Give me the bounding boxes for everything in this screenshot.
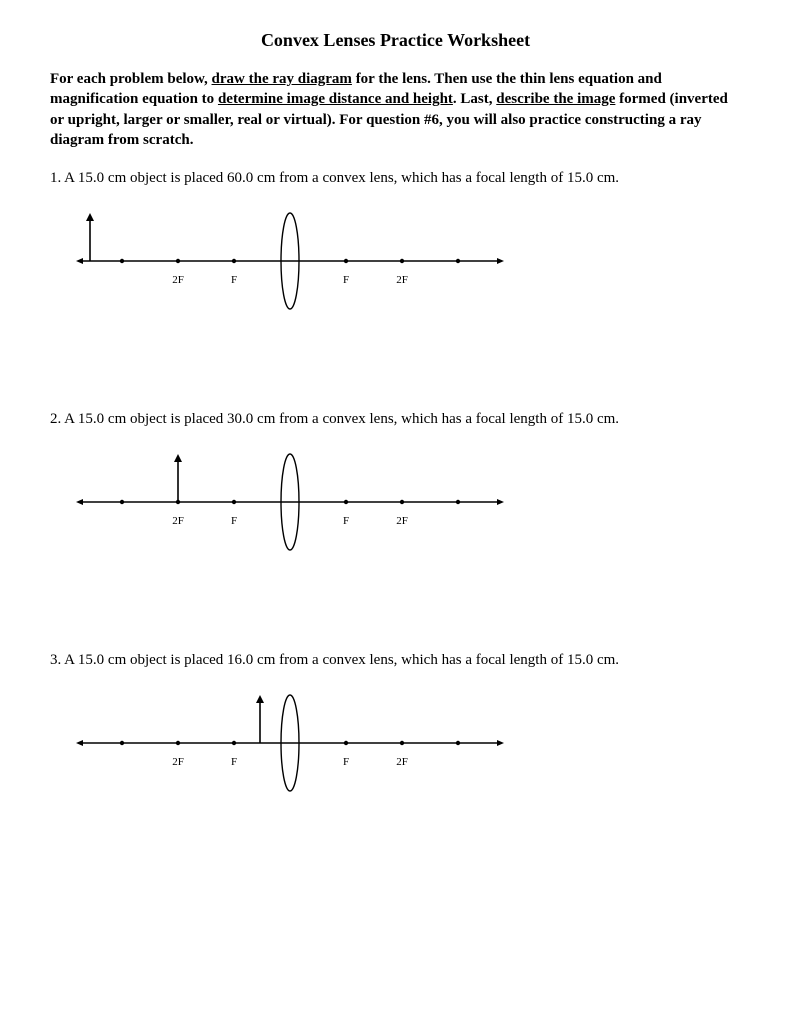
svg-text:F: F [231, 756, 237, 768]
svg-text:F: F [343, 274, 349, 286]
instr-text: . Last, [453, 91, 496, 107]
svg-text:2F: 2F [172, 756, 184, 768]
instr-text: For each problem below, [50, 71, 212, 87]
ray-diagram: 2F F F 2F [60, 683, 741, 803]
svg-text:F: F [343, 756, 349, 768]
instructions: For each problem below, draw the ray dia… [50, 69, 741, 150]
instr-underline-1: draw the ray diagram [212, 71, 352, 87]
lens-diagram-svg: 2F F F 2F [60, 683, 510, 803]
instr-underline-2: determine image distance and height [218, 91, 453, 107]
problem-text: 2. A 15.0 cm object is placed 30.0 cm fr… [50, 411, 741, 428]
ray-diagram: 2F F F 2F [60, 442, 741, 562]
page-title: Convex Lenses Practice Worksheet [50, 30, 741, 51]
svg-text:2F: 2F [396, 756, 408, 768]
svg-text:F: F [231, 515, 237, 527]
lens-diagram-svg: 2F F F 2F [60, 442, 510, 562]
lens-diagram-svg: 2F F F 2F [60, 201, 510, 321]
svg-text:2F: 2F [396, 274, 408, 286]
svg-text:2F: 2F [172, 274, 184, 286]
instr-underline-3: describe the image [496, 91, 615, 107]
svg-text:2F: 2F [396, 515, 408, 527]
problem-text: 3. A 15.0 cm object is placed 16.0 cm fr… [50, 652, 741, 669]
svg-text:2F: 2F [172, 515, 184, 527]
problem-text: 1. A 15.0 cm object is placed 60.0 cm fr… [50, 170, 741, 187]
svg-text:F: F [231, 274, 237, 286]
svg-text:F: F [343, 515, 349, 527]
ray-diagram: 2F F F 2F [60, 201, 741, 321]
